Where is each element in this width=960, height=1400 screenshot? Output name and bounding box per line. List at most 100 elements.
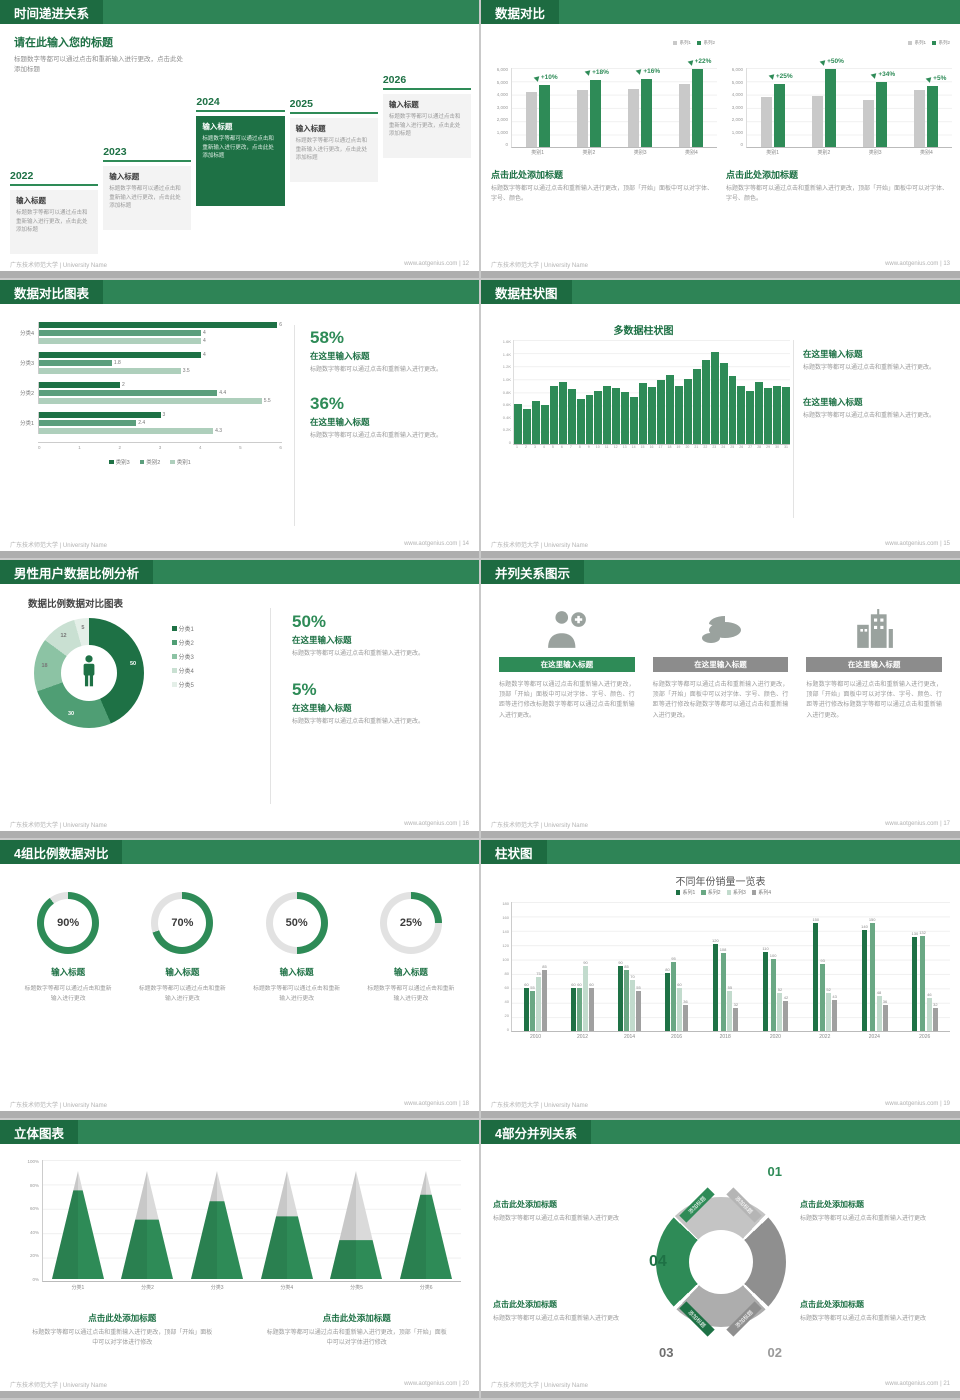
cone-chart: 100% 80% 60% 40% 20% 0% 分类1 分类2 分类3 分类4 分类5 分类6	[18, 1159, 461, 1291]
bar-change-value: +25%	[775, 72, 793, 80]
bar-wrap: 43	[832, 902, 838, 1031]
slide-13[interactable]: 数据对比 系列1 系列2 6,000 5,000 4,000 3,000 2,000 1,00…	[481, 0, 960, 278]
timeline: 2022 输入标题 标题数字等都可以通过点击和重新输入进行更改，点击此处添加标题 20…	[10, 49, 472, 254]
x-tick-label: 1	[516, 445, 518, 449]
bar	[782, 387, 791, 444]
ring-title: 输入标题	[279, 967, 314, 977]
caption-text: 标题数字等都可以通过点击和重新输入进行更改，顶部「开始」面板中可以对字体、字号、…	[491, 186, 714, 202]
bar-line: 5.5	[39, 398, 282, 404]
donut-value-label: 5	[81, 625, 85, 632]
bar-wrap: 36	[882, 902, 888, 1031]
ring-description: 标题数字等都可以通过点击和重新输入进行更改	[24, 986, 112, 1002]
bar-wrap: 60	[577, 902, 582, 1031]
bar-series-1	[863, 99, 875, 147]
x-tick-label: 2010	[529, 1034, 542, 1040]
slide-title: 数据柱状图	[481, 280, 572, 304]
bar	[514, 403, 522, 444]
slide-19[interactable]: 柱状图 不同年份销量一览表 系列1 系列2 系列3 系列4 180 160 140 120 1…	[481, 840, 960, 1118]
legend-item: 分类3	[172, 652, 194, 661]
footer-left: 广东技术师范大学 | University Name	[10, 542, 107, 549]
slide-title: 立体图表	[0, 1120, 79, 1144]
footer-left: 广东技术师范大学 | University Name	[10, 822, 107, 829]
slide-16[interactable]: 男性用户数据比例分析 数据比例数据对比图表 50 30 18 12 5 分类1 分类2 分类…	[0, 560, 479, 838]
slide-17[interactable]: 并列关系图示 在这里输入标题 标题数字等都可以通过点击和重新输入进行更改，顶部「…	[481, 560, 960, 838]
bar-wrap: 140	[861, 902, 868, 1031]
bar-wrap: 55	[636, 902, 641, 1031]
bar-series-2	[876, 82, 888, 147]
bar-change-value: +18%	[592, 68, 609, 76]
bar-value: 60	[589, 981, 594, 987]
footer-left: 广东技术师范大学 | University Name	[491, 1382, 588, 1389]
y-tick-label: 60%	[29, 1206, 39, 1211]
bar-stack: 3 2.4 4.3	[38, 412, 282, 434]
bar-change-label: +16%	[635, 67, 660, 75]
bar-value: 85	[542, 963, 547, 969]
x-tick-label: 6	[279, 445, 282, 450]
slide-title: 时间递进关系	[0, 0, 104, 24]
x-tick-label: 分类3	[210, 1285, 224, 1291]
bar	[773, 385, 782, 444]
s15-bars	[513, 340, 791, 445]
cone: 分类6	[398, 1169, 454, 1291]
y-tick-label: 80%	[29, 1182, 39, 1188]
y-tick-label: 20%	[29, 1253, 39, 1258]
footer-left: 广东技术师范大学 | University Name	[491, 822, 588, 829]
cone: 分类5	[328, 1169, 384, 1291]
bar	[39, 338, 201, 344]
bar-wrap: 70	[630, 902, 635, 1031]
bar-value: 100	[769, 952, 777, 958]
legend-item: 系列2	[701, 889, 721, 896]
stat-item: 36% 在这里输入标题 标题数字等都可以通过点击和重新输入进行更改。	[310, 394, 468, 442]
slide-18[interactable]: 4组比例数据对比 90% 输入标题 标题数字等都可以通过点击和重新输入进行更改 70%…	[0, 840, 479, 1118]
legend-label: 分类4	[178, 669, 194, 675]
timeline-item-text: 标题数字等都可以通过点击和重新输入进行更改，点击此处添加标题	[388, 114, 461, 138]
bar-wrap: 60	[571, 902, 576, 1031]
donut-legend: 分类1 分类2 分类3 分类4 分类5	[172, 624, 194, 694]
bar-value: 36	[683, 999, 688, 1004]
grouped-bar-chart: 系列1 系列2 6,000 5,000 4,000 3,000 2,000 1,000 0 +10…	[491, 40, 717, 158]
slide-15[interactable]: 数据柱状图 多数据柱状图 1.6K 1.4K 1.2K 1.0K 0.8K 0.6K 0.4…	[481, 280, 960, 558]
bar-value: 42	[783, 994, 789, 1000]
timeline-year: 2025	[289, 98, 378, 114]
column-text: 标题数字等都可以通过点击和重新输入进行更改，顶部「开始」面板中可以对字体、字号、…	[806, 682, 943, 719]
medical-person-icon	[499, 604, 635, 650]
stats-block: 50% 在这里输入标题 标题数字等都可以通过点击和重新输入进行更改。 5% 在这…	[292, 612, 460, 748]
cycle-left-column: 点击此处添加标题 标题数字等都可以通过点击和重新输入进行更改 点击此处添加标题 …	[493, 1152, 641, 1372]
hbar-xticks: 0 1 2 3 4 5 6	[38, 442, 282, 450]
bar-group: +10% 类别1	[525, 68, 558, 156]
bar-wrap: 85	[624, 902, 629, 1031]
legend-item: 类别1	[170, 458, 191, 466]
column-text: 标题数字等都可以通过点击和重新输入进行更改，顶部「开始」面板中可以对字体、字号、…	[652, 682, 789, 719]
y-tick-label: 140	[502, 929, 509, 934]
caption-blocks: 点击此处添加标题 标题数字等都可以通过点击和重新输入进行更改，顶部「开始」面板中…	[30, 1312, 449, 1349]
footer-band	[0, 831, 479, 838]
bar-wrap: 85	[542, 902, 547, 1031]
slide-footer: 广东技术师范大学 | University Name www.aotgenius…	[0, 1099, 479, 1109]
bar-value: 6	[279, 322, 282, 328]
bar-group: 90 85 70 55 2014	[618, 902, 641, 1040]
caption-title: 点击此处添加标题	[491, 170, 564, 180]
legend-item: 类别2	[139, 458, 160, 466]
bar-group: +5% 类别4	[914, 68, 946, 156]
timeline-item-text: 标题数字等都可以通过点击和重新输入进行更改，点击此处添加标题	[109, 186, 181, 210]
timeline-year: 2024	[196, 96, 285, 112]
legend-item: 系列1	[672, 40, 691, 46]
slide-20[interactable]: 立体图表 100% 80% 60% 40% 20% 0% 分类1 分类2 分类3 分类4 分类5 分…	[0, 1120, 479, 1398]
slide-header: 数据对比	[481, 0, 960, 24]
slide-footer: 广东技术师范大学 | University Name www.aotgenius…	[481, 1379, 960, 1389]
ring-column: 70% 输入标题 标题数字等都可以通过点击和重新输入进行更改	[132, 892, 232, 1004]
progress-ring: 50%	[265, 892, 328, 954]
bar	[540, 405, 549, 444]
slide-14[interactable]: 数据对比图表 分类4 6 4 4 分类3 4 1.8 3.5 分类2 2 4.4 5.5 分类1 3 2.4…	[0, 280, 479, 558]
caption-block: 点击此处添加标题 标题数字等都可以通过点击和重新输入进行更改	[800, 1299, 948, 1325]
caption-title: 点击此处添加标题	[800, 1300, 864, 1310]
slide-21[interactable]: 4部分并列关系 点击此处添加标题 标题数字等都可以通过点击和重新输入进行更改 点…	[481, 1120, 960, 1398]
x-tick-label: 16	[649, 445, 654, 449]
slide-12[interactable]: 时间递进关系 请在此输入您的标题 标题数字等都可以通过点击和重新输入进行更改，点…	[0, 0, 479, 278]
legend-label: 系列1	[679, 40, 691, 45]
bar-value: 55	[636, 985, 641, 991]
slide-footer: 广东技术师范大学 | University Name www.aotgenius…	[481, 539, 960, 549]
ring-percentage: 25%	[399, 917, 422, 929]
timeline-year: 2023	[103, 146, 192, 162]
x-tick-label: 24	[721, 445, 726, 449]
